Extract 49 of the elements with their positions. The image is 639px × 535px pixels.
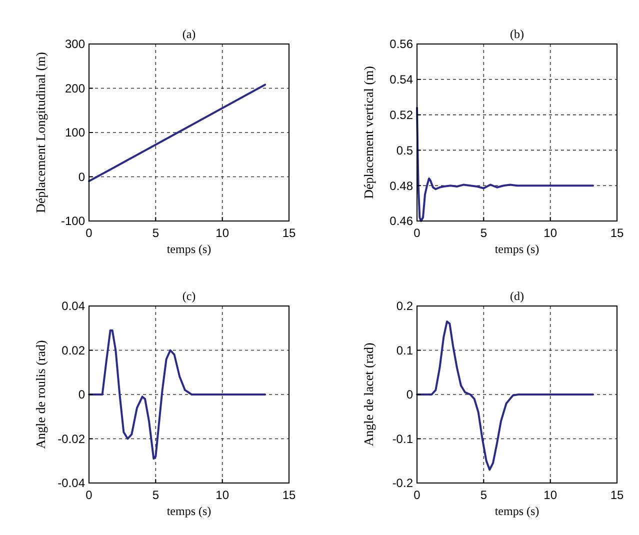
x-tick-label: 10 [544,226,558,240]
line-series [88,84,266,182]
chart-title: (b) [510,27,524,41]
x-axis-title: temps (s) [494,504,540,518]
y-axis-title: Déplacement Longitudinal (m) [33,52,48,214]
x-tick-label: 15 [282,488,296,502]
y-tick-label: -0.1 [392,432,414,446]
y-tick-label: 100 [64,126,86,140]
y-tick-label: 0.56 [390,37,414,52]
y-tick-label: 0.48 [390,178,414,193]
y-tick-label: 0 [78,388,86,402]
y-tick-label: 0 [78,170,86,184]
x-tick-label: 10 [216,226,230,240]
x-tick-label: 15 [610,488,624,502]
y-tick-label: 0.02 [62,343,86,358]
y-tick-label: 0.1 [396,343,414,358]
y-tick-label: -0.04 [58,476,86,490]
x-tick-label: 5 [480,488,488,502]
line-series [416,106,594,222]
y-tick-label: -0.02 [58,432,86,446]
line-series [416,320,594,471]
y-tick-label: 0.54 [390,72,414,87]
x-axis-title: temps (s) [166,242,212,256]
y-tick-label: 0 [406,388,414,402]
y-tick-label: -100 [60,214,86,228]
line-series [88,329,266,460]
y-tick-label: 300 [64,37,86,52]
y-tick-label: 0.2 [396,299,414,314]
y-tick-label: 0.52 [390,108,414,122]
x-tick-label: 10 [544,488,558,502]
x-tick-label: 15 [610,226,624,240]
y-axis-title: Angle de lacet (rad) [361,342,376,446]
x-tick-label: 5 [480,226,488,240]
x-axis-title: temps (s) [494,242,540,256]
x-axis-title: temps (s) [166,504,212,518]
chart-title: (c) [182,289,196,303]
y-tick-label: 200 [64,81,86,96]
y-axis-title: Angle de roulis (rad) [33,340,48,449]
chart-title: (d) [510,289,524,303]
y-tick-label: 0.5 [396,143,414,158]
y-tick-label: -0.2 [392,476,414,490]
x-tick-label: 5 [152,488,160,502]
x-tick-label: 10 [216,488,230,502]
chart-title: (a) [182,27,196,41]
y-axis-title: Déplacement vertical (m) [361,66,376,199]
y-tick-label: 0.04 [62,299,86,314]
x-tick-label: 15 [282,226,296,240]
y-tick-label: 0.46 [390,214,414,228]
x-tick-label: 5 [152,226,160,240]
